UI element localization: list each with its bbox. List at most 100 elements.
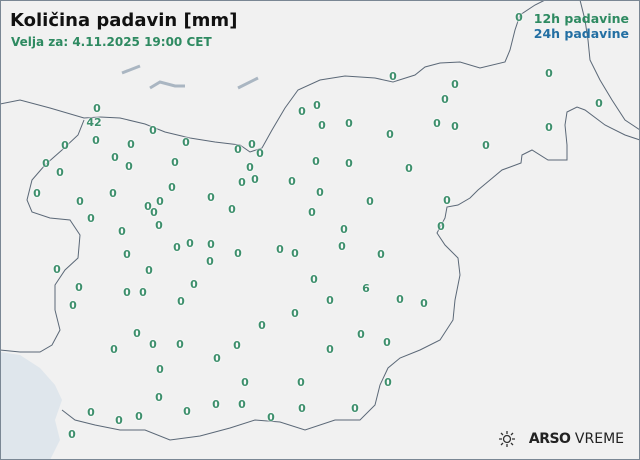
station-value[interactable]: 0 [144, 200, 152, 213]
station-value[interactable]: 0 [206, 255, 214, 268]
station-value[interactable]: 0 [437, 220, 445, 233]
station-value[interactable]: 0 [482, 139, 490, 152]
station-value[interactable]: 0 [111, 151, 119, 164]
station-value[interactable]: 0 [420, 297, 428, 310]
station-value[interactable]: 0 [246, 161, 254, 174]
station-value[interactable]: 0 [118, 225, 126, 238]
station-value[interactable]: 0 [155, 219, 163, 232]
station-value[interactable]: 0 [443, 194, 451, 207]
station-value[interactable]: 42 [86, 116, 102, 129]
station-value[interactable]: 0 [56, 166, 64, 179]
station-value[interactable]: 0 [135, 410, 143, 423]
station-value[interactable]: 0 [93, 102, 101, 115]
station-value[interactable]: 0 [308, 206, 316, 219]
station-value[interactable]: 0 [87, 406, 95, 419]
station-value[interactable]: 0 [345, 157, 353, 170]
station-value[interactable]: 0 [87, 212, 95, 225]
station-value[interactable]: 0 [233, 339, 241, 352]
station-value[interactable]: 0 [238, 398, 246, 411]
station-value[interactable]: 0 [340, 223, 348, 236]
station-value[interactable]: 0 [313, 99, 321, 112]
station-value[interactable]: 0 [318, 119, 326, 132]
station-value[interactable]: 0 [297, 376, 305, 389]
station-value[interactable]: 0 [545, 67, 553, 80]
station-value[interactable]: 0 [515, 11, 523, 24]
station-value[interactable]: 0 [61, 139, 69, 152]
station-value[interactable]: 0 [115, 414, 123, 427]
station-value[interactable]: 0 [345, 117, 353, 130]
station-value[interactable]: 0 [267, 411, 275, 424]
station-value[interactable]: 0 [123, 286, 131, 299]
station-value[interactable]: 0 [234, 143, 242, 156]
station-value[interactable]: 0 [377, 248, 385, 261]
station-value[interactable]: 0 [288, 175, 296, 188]
station-value[interactable]: 0 [133, 327, 141, 340]
station-value[interactable]: 0 [326, 343, 334, 356]
station-value[interactable]: 0 [228, 203, 236, 216]
station-value[interactable]: 0 [389, 70, 397, 83]
station-value[interactable]: 0 [248, 138, 256, 151]
station-value[interactable]: 0 [149, 338, 157, 351]
station-value[interactable]: 0 [75, 281, 83, 294]
arso-logo[interactable]: ARSO VREME [497, 430, 624, 448]
station-value[interactable]: 0 [298, 402, 306, 415]
station-value[interactable]: 0 [383, 336, 391, 349]
station-value[interactable]: 0 [76, 195, 84, 208]
station-value[interactable]: 0 [207, 191, 215, 204]
station-value[interactable]: 0 [173, 241, 181, 254]
station-value[interactable]: 0 [312, 155, 320, 168]
station-value[interactable]: 0 [186, 237, 194, 250]
station-value[interactable]: 0 [33, 187, 41, 200]
station-value[interactable]: 0 [326, 294, 334, 307]
station-value[interactable]: 0 [177, 295, 185, 308]
station-value[interactable]: 0 [156, 363, 164, 376]
station-value[interactable]: 0 [190, 278, 198, 291]
station-value[interactable]: 0 [338, 240, 346, 253]
station-value[interactable]: 0 [258, 319, 266, 332]
station-value[interactable]: 0 [298, 105, 306, 118]
station-value[interactable]: 0 [127, 138, 135, 151]
station-value[interactable]: 0 [53, 263, 61, 276]
station-value[interactable]: 0 [366, 195, 374, 208]
station-value[interactable]: 0 [595, 97, 603, 110]
station-value[interactable]: 0 [357, 328, 365, 341]
station-value[interactable]: 0 [433, 117, 441, 130]
station-value[interactable]: 0 [207, 238, 215, 251]
station-value[interactable]: 0 [125, 160, 133, 173]
station-value[interactable]: 0 [251, 173, 259, 186]
station-value[interactable]: 0 [213, 352, 221, 365]
station-value[interactable]: 0 [149, 124, 157, 137]
station-value[interactable]: 0 [256, 147, 264, 160]
station-value[interactable]: 0 [396, 293, 404, 306]
station-value[interactable]: 0 [68, 428, 76, 441]
station-value[interactable]: 0 [183, 405, 191, 418]
station-value[interactable]: 0 [145, 264, 153, 277]
station-value[interactable]: 0 [171, 156, 179, 169]
station-value[interactable]: 0 [545, 121, 553, 134]
station-value[interactable]: 0 [351, 402, 359, 415]
station-value[interactable]: 0 [276, 243, 284, 256]
station-value[interactable]: 0 [310, 273, 318, 286]
station-value[interactable]: 0 [168, 181, 176, 194]
station-value[interactable]: 0 [155, 391, 163, 404]
station-value[interactable]: 0 [42, 157, 50, 170]
station-value[interactable]: 0 [291, 247, 299, 260]
station-value[interactable]: 0 [238, 176, 246, 189]
station-value[interactable]: 0 [123, 248, 131, 261]
station-value[interactable]: 0 [441, 93, 449, 106]
station-value[interactable]: 0 [405, 162, 413, 175]
station-value[interactable]: 0 [139, 286, 147, 299]
station-value[interactable]: 0 [212, 398, 220, 411]
station-value[interactable]: 0 [110, 343, 118, 356]
station-value[interactable]: 0 [316, 186, 324, 199]
station-value[interactable]: 0 [92, 134, 100, 147]
station-value[interactable]: 0 [384, 376, 392, 389]
station-value[interactable]: 0 [241, 376, 249, 389]
station-value[interactable]: 0 [182, 136, 190, 149]
station-value[interactable]: 0 [451, 120, 459, 133]
station-value[interactable]: 6 [362, 282, 370, 295]
station-value[interactable]: 0 [109, 187, 117, 200]
station-value[interactable]: 0 [150, 206, 158, 219]
station-value[interactable]: 0 [176, 338, 184, 351]
